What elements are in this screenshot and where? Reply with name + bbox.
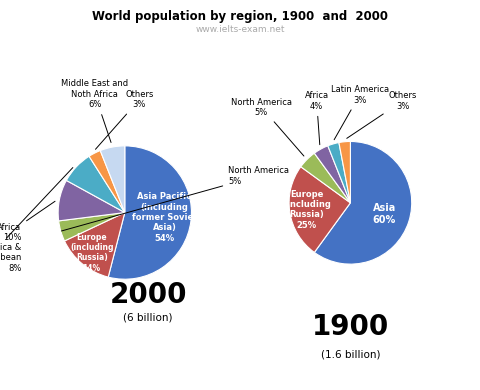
Text: Africa
4%: Africa 4% bbox=[305, 91, 329, 145]
Wedge shape bbox=[89, 151, 125, 213]
Text: Europe
(including
Russia)
25%: Europe (including Russia) 25% bbox=[283, 190, 331, 230]
Wedge shape bbox=[64, 213, 125, 277]
Text: Others
3%: Others 3% bbox=[96, 90, 154, 149]
Text: Europe
(including
Russia)
14%: Europe (including Russia) 14% bbox=[70, 232, 113, 273]
Text: Middle East and
Noth Africa
6%: Middle East and Noth Africa 6% bbox=[61, 80, 128, 142]
Wedge shape bbox=[289, 167, 350, 252]
Text: World population by region, 1900  and  2000: World population by region, 1900 and 200… bbox=[92, 10, 388, 23]
Text: Others
3%: Others 3% bbox=[347, 91, 417, 138]
Text: North America
5%: North America 5% bbox=[231, 98, 304, 156]
Wedge shape bbox=[339, 142, 350, 203]
Wedge shape bbox=[100, 146, 125, 213]
Text: Asia Pacific
(including
former Soviet
Asia)
54%: Asia Pacific (including former Soviet As… bbox=[132, 192, 197, 243]
Wedge shape bbox=[59, 213, 125, 241]
Text: 1900: 1900 bbox=[312, 313, 389, 341]
Text: Latin America
3%: Latin America 3% bbox=[331, 85, 389, 140]
Wedge shape bbox=[58, 181, 125, 221]
Wedge shape bbox=[314, 142, 412, 264]
Wedge shape bbox=[108, 146, 192, 279]
Text: Asia
60%: Asia 60% bbox=[372, 203, 396, 225]
Text: www.ielts-exam.net: www.ielts-exam.net bbox=[195, 25, 285, 34]
Wedge shape bbox=[301, 153, 350, 203]
Wedge shape bbox=[66, 156, 125, 213]
Text: North America
5%: North America 5% bbox=[61, 166, 289, 231]
Text: Africa
10%: Africa 10% bbox=[0, 201, 55, 242]
Wedge shape bbox=[314, 146, 350, 203]
Text: (1.6 billion): (1.6 billion) bbox=[321, 349, 380, 359]
Text: Latin America &
Caribbean
8%: Latin America & Caribbean 8% bbox=[0, 168, 73, 273]
Wedge shape bbox=[328, 143, 350, 203]
Text: (6 billion): (6 billion) bbox=[123, 312, 173, 323]
Text: 2000: 2000 bbox=[109, 280, 187, 308]
